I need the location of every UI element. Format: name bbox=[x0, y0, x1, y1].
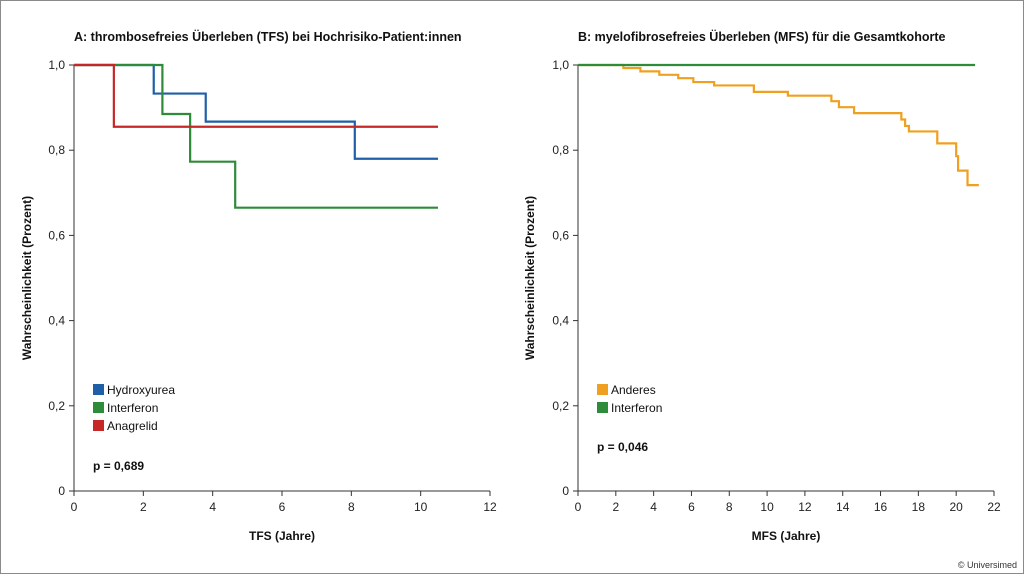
panel-title: A: thrombosefreies Überleben (TFS) bei H… bbox=[74, 29, 462, 44]
x-tick-label: 2 bbox=[140, 500, 147, 514]
x-tick-label: 2 bbox=[612, 500, 619, 514]
legend-swatch-interferon bbox=[93, 402, 104, 413]
y-tick-label: 0,8 bbox=[48, 143, 65, 157]
y-tick-label: 0 bbox=[58, 484, 65, 498]
legend-label: Interferon bbox=[611, 401, 662, 415]
y-tick-label: 1,0 bbox=[48, 58, 65, 72]
y-axis-label: Wahrscheinlichkeit (Prozent) bbox=[20, 196, 34, 360]
x-tick-label: 14 bbox=[836, 500, 850, 514]
y-tick-label: 0 bbox=[562, 484, 569, 498]
series-line-interferon bbox=[74, 63, 438, 209]
series-line-anderes bbox=[578, 63, 979, 187]
x-tick-label: 4 bbox=[209, 500, 216, 514]
y-tick-label: 1,0 bbox=[552, 58, 569, 72]
x-tick-label: 16 bbox=[874, 500, 888, 514]
y-axis-label: Wahrscheinlichkeit (Prozent) bbox=[523, 196, 537, 360]
p-value-annotation: p = 0,689 bbox=[93, 459, 144, 473]
legend-label: Anagrelid bbox=[107, 419, 158, 433]
legend-label: Anderes bbox=[611, 383, 656, 397]
x-tick-label: 10 bbox=[760, 500, 774, 514]
x-tick-label: 0 bbox=[71, 500, 78, 514]
x-tick-label: 12 bbox=[798, 500, 812, 514]
legend-label: Interferon bbox=[107, 401, 158, 415]
x-tick-label: 8 bbox=[726, 500, 733, 514]
x-tick-label: 22 bbox=[987, 500, 1001, 514]
y-tick-label: 0,8 bbox=[552, 143, 569, 157]
x-tick-label: 10 bbox=[414, 500, 428, 514]
legend-swatch-interferon bbox=[597, 402, 608, 413]
x-tick-label: 6 bbox=[279, 500, 286, 514]
copyright-label: © Universimed bbox=[958, 560, 1017, 570]
y-tick-label: 0,4 bbox=[48, 314, 65, 328]
p-value-annotation: p = 0,046 bbox=[597, 440, 648, 454]
legend-swatch-hydroxyurea bbox=[93, 384, 104, 395]
x-tick-label: 0 bbox=[575, 500, 582, 514]
x-tick-label: 18 bbox=[912, 500, 926, 514]
y-tick-label: 0,6 bbox=[552, 228, 569, 242]
x-axis-label: MFS (Jahre) bbox=[752, 529, 821, 543]
series-line-anagrelid bbox=[74, 63, 438, 128]
legend-swatch-anderes bbox=[597, 384, 608, 395]
series-line-hydroxyurea bbox=[74, 63, 438, 160]
legend-swatch-anagrelid bbox=[93, 420, 104, 431]
panel-title: B: myelofibrosefreies Überleben (MFS) fü… bbox=[578, 29, 945, 44]
x-tick-label: 6 bbox=[688, 500, 695, 514]
y-tick-label: 0,2 bbox=[552, 399, 569, 413]
y-tick-label: 0,6 bbox=[48, 228, 65, 242]
x-tick-label: 4 bbox=[650, 500, 657, 514]
y-tick-label: 0,2 bbox=[48, 399, 65, 413]
legend-label: Hydroxyurea bbox=[107, 383, 175, 397]
x-tick-label: 8 bbox=[348, 500, 355, 514]
x-tick-label: 12 bbox=[483, 500, 497, 514]
x-tick-label: 20 bbox=[950, 500, 964, 514]
x-axis-label: TFS (Jahre) bbox=[249, 529, 315, 543]
y-tick-label: 0,4 bbox=[552, 314, 569, 328]
